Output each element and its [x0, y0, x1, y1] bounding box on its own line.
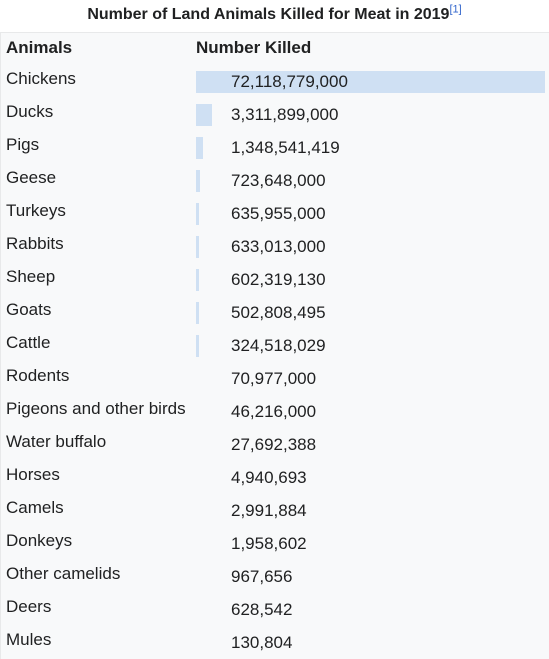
value-bar: [196, 335, 199, 357]
table-row: Ducks 3,311,899,000: [1, 97, 549, 130]
number-killed-value: 27,692,388: [231, 435, 317, 454]
table-row: Cattle 324,518,029: [1, 328, 549, 361]
animal-name: Sheep: [6, 267, 56, 286]
number-killed-value: 3,311,899,000: [231, 105, 339, 124]
header-animals: Animals: [6, 38, 73, 57]
table-row: Rabbits 633,013,000: [1, 229, 549, 262]
animal-name: Other camelids: [6, 564, 121, 583]
value-bar: [196, 137, 203, 159]
table-caption: Number of Land Animals Killed for Meat i…: [0, 0, 549, 30]
table-row: Water buffalo 27,692,388: [1, 427, 549, 460]
table-row: Geese 723,648,000: [1, 163, 549, 196]
animal-name: Ducks: [6, 102, 54, 121]
table-body: Chickens 72,118,779,000 Ducks 3,311,899,000…: [1, 64, 549, 658]
number-killed-value: 967,656: [231, 567, 293, 586]
number-killed-value: 72,118,779,000: [231, 72, 348, 91]
number-killed-value: 633,013,000: [231, 237, 326, 256]
table-row: Other camelids 967,656: [1, 559, 549, 592]
animal-name: Donkeys: [6, 531, 73, 550]
animal-name: Pigeons and other birds: [6, 399, 186, 418]
value-bar: [196, 203, 200, 225]
reference-superscript[interactable]: [1]: [449, 4, 461, 16]
table-row: Deers 628,542: [1, 592, 549, 625]
table-row: Turkeys 635,955,000: [1, 196, 549, 229]
header-number-killed: Number Killed: [196, 38, 312, 57]
animal-name: Deers: [6, 597, 52, 616]
value-bar: [196, 236, 200, 258]
table-row: Chickens 72,118,779,000: [1, 64, 549, 97]
number-killed-value: 70,977,000: [231, 369, 317, 388]
table-row: Donkeys 1,958,602: [1, 526, 549, 559]
number-killed-value: 1,958,602: [231, 534, 307, 553]
number-killed-value: 2,991,884: [231, 501, 307, 520]
animal-name: Water buffalo: [6, 432, 107, 451]
animal-name: Rodents: [6, 366, 70, 385]
value-bar: [196, 104, 213, 126]
table-row: Goats 502,808,495: [1, 295, 549, 328]
animal-name: Rabbits: [6, 234, 64, 253]
table-row: Camels 2,991,884: [1, 493, 549, 526]
number-killed-value: 723,648,000: [231, 171, 326, 190]
number-killed-value: 635,955,000: [231, 204, 326, 223]
table-row: Horses 4,940,693: [1, 460, 549, 493]
table-header-row: Animals Number Killed: [1, 33, 549, 64]
value-bar: [196, 71, 545, 93]
value-bar: [196, 302, 199, 324]
number-killed-value: 130,804: [231, 633, 293, 652]
value-bar: [196, 269, 199, 291]
animal-name: Turkeys: [6, 201, 66, 220]
animal-name: Geese: [6, 168, 57, 187]
data-table: Animals Number Killed Chickens 72,118,779…: [0, 32, 549, 659]
table-row: Mules 130,804: [1, 625, 549, 658]
table-row: Pigeons and other birds 46,216,000: [1, 394, 549, 427]
number-killed-value: 502,808,495: [231, 303, 326, 322]
number-killed-value: 628,542: [231, 600, 293, 619]
animal-name: Camels: [6, 498, 64, 517]
number-killed-value: 4,940,693: [231, 468, 307, 487]
animal-name: Cattle: [6, 333, 51, 352]
animal-name: Goats: [6, 300, 52, 319]
animal-name: Horses: [6, 465, 60, 484]
table-row: Sheep 602,319,130: [1, 262, 549, 295]
number-killed-value: 602,319,130: [231, 270, 326, 289]
number-killed-value: 46,216,000: [231, 402, 317, 421]
number-killed-value: 1,348,541,419: [231, 138, 340, 157]
number-killed-value: 324,518,029: [231, 336, 326, 355]
animal-name: Mules: [6, 630, 52, 649]
animal-name: Chickens: [6, 69, 76, 88]
animal-name: Pigs: [6, 135, 40, 154]
table-row: Rodents 70,977,000: [1, 361, 549, 394]
table-row: Pigs 1,348,541,419: [1, 130, 549, 163]
value-bar: [196, 170, 200, 192]
table-title: Number of Land Animals Killed for Meat i…: [87, 6, 450, 23]
reference-link[interactable]: [1]: [449, 3, 462, 16]
